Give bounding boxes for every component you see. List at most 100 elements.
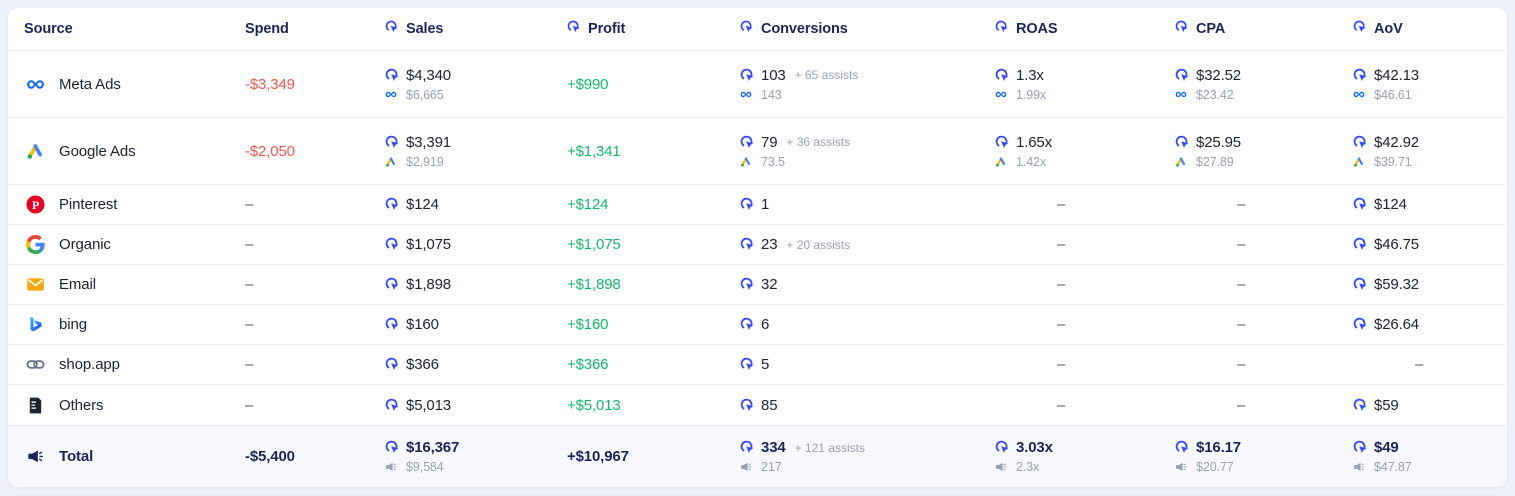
conversions-value: 1: [761, 196, 770, 213]
spend-cell: -$5,400: [245, 448, 385, 465]
column-header-source[interactable]: Source: [24, 21, 245, 37]
table-row[interactable]: Google Ads -$2,050 $3,391 $2,919 +$1,341 79 + …: [8, 118, 1507, 185]
sales-cell: $1,075: [385, 236, 567, 253]
column-header-cpa[interactable]: CPA: [1175, 20, 1353, 38]
cpa-cell: –: [1175, 196, 1353, 213]
conversions-value: 334: [761, 439, 786, 456]
conversions-value: 103: [761, 66, 786, 84]
source-cell: Organic: [24, 235, 245, 254]
profit-cell: +$990: [567, 76, 740, 93]
sales-cell: $4,340 $6,665: [385, 67, 567, 102]
source-cell: Email: [24, 275, 245, 294]
roas-value: 1.65x: [1016, 133, 1052, 151]
conversions-cell: 32: [740, 276, 995, 293]
aov-cell: $42.13 $46.61: [1353, 67, 1495, 102]
pixel-icon: [1175, 440, 1196, 455]
assists-label: + 65 assists: [794, 68, 859, 82]
column-header-conversions[interactable]: Conversions: [740, 20, 995, 38]
aov-value: –: [1415, 356, 1424, 373]
table-row[interactable]: P Pinterest – $124 +$124 1 – – $124: [8, 185, 1507, 225]
profit-cell: +$5,013: [567, 397, 740, 414]
conversions-value: 85: [761, 396, 778, 414]
sales-value: $124: [406, 196, 439, 213]
column-header-spend[interactable]: Spend: [245, 21, 385, 37]
pixel-icon: [1353, 197, 1374, 212]
pixel-icon: [1353, 20, 1367, 38]
roas-cell: –: [995, 276, 1175, 293]
sales-cell: $3,391 $2,919: [385, 134, 567, 169]
cpa-value: –: [1237, 316, 1246, 333]
conversions-cell: 85: [740, 397, 995, 414]
profit-value: +$1,075: [567, 236, 621, 253]
aov-cell: $42.92 $39.71: [1353, 134, 1495, 169]
sales-value: $1,075: [406, 236, 451, 253]
column-header-roas[interactable]: ROAS: [995, 20, 1175, 38]
meta-icon: [24, 79, 46, 90]
sales-value: $1,898: [406, 276, 451, 293]
aov-value: $42.92: [1374, 133, 1419, 151]
cpa-value: –: [1237, 276, 1246, 293]
pinterest-icon: P: [24, 195, 46, 214]
cpa-value: –: [1237, 196, 1246, 213]
roas-cell: –: [995, 397, 1175, 414]
aov-secondary-value: $39.71: [1374, 154, 1412, 169]
profit-cell: +$124: [567, 196, 740, 213]
pixel-icon: [740, 277, 761, 292]
aov-secondary-value: $47.87: [1374, 460, 1412, 474]
pixel-icon: [1353, 277, 1374, 292]
cpa-cell: –: [1175, 236, 1353, 253]
cpa-value: $32.52: [1196, 66, 1241, 84]
conversions-cell: 334 + 121 assists 217: [740, 439, 995, 474]
column-header-aov[interactable]: AoV: [1353, 20, 1495, 38]
pixel-icon: [1353, 68, 1374, 83]
conversions-secondary-value: 217: [761, 460, 782, 474]
bing-icon: [24, 315, 46, 334]
megaphone-icon: [385, 461, 406, 473]
spend-value: –: [245, 236, 254, 253]
spend-value: -$2,050: [245, 142, 295, 160]
pixel-icon: [1353, 440, 1374, 455]
pixel-icon: [385, 317, 406, 332]
table-row[interactable]: Meta Ads -$3,349 $4,340 $6,665 +$990 103 + 65 …: [8, 51, 1507, 118]
table-row[interactable]: Email – $1,898 +$1,898 32 – – $59.32: [8, 265, 1507, 305]
cpa-cell: $25.95 $27.89: [1175, 134, 1353, 169]
meta-icon: [1175, 91, 1196, 98]
spend-value: –: [245, 396, 254, 414]
pixel-icon: [385, 197, 406, 212]
spend-value: -$3,349: [245, 75, 295, 93]
source-label: bing: [59, 316, 87, 333]
google-ads-icon: [995, 156, 1016, 168]
total-row[interactable]: Total -$5,400 $16,367 $9,584 +$10,967 334 + 12…: [8, 425, 1507, 487]
column-header-sales[interactable]: Sales: [385, 20, 567, 38]
conversions-value: 6: [761, 316, 770, 333]
megaphone-icon: [1175, 461, 1196, 473]
profit-value: +$5,013: [567, 396, 621, 414]
spend-cell: –: [245, 397, 385, 414]
megaphone-icon: [1353, 461, 1374, 473]
aov-cell: $49 $47.87: [1353, 439, 1495, 474]
cpa-cell: –: [1175, 276, 1353, 293]
cpa-cell: –: [1175, 356, 1353, 373]
table-row[interactable]: shop.app – $366 +$366 5 – – –: [8, 345, 1507, 385]
column-header-label: CPA: [1196, 21, 1226, 37]
table-footer: Total -$5,400 $16,367 $9,584 +$10,967 334 + 12…: [8, 425, 1507, 487]
conversions-value: 32: [761, 276, 778, 293]
profit-cell: +$366: [567, 356, 740, 373]
table-row[interactable]: Organic – $1,075 +$1,075 23 + 20 assists – – $46…: [8, 225, 1507, 265]
sales-cell: $1,898: [385, 276, 567, 293]
spend-value: –: [245, 316, 254, 333]
google-ads-icon: [385, 156, 406, 168]
conversions-cell: 1: [740, 196, 995, 213]
profit-cell: +$1,341: [567, 143, 740, 160]
conversions-cell: 103 + 65 assists 143: [740, 67, 995, 102]
aov-cell: $124: [1353, 196, 1495, 213]
table-row[interactable]: Others – $5,013 +$5,013 85 – – $59: [8, 385, 1507, 425]
column-header-profit[interactable]: Profit: [567, 20, 740, 38]
table-row[interactable]: bing – $160 +$160 6 – – $26.64: [8, 305, 1507, 345]
spend-cell: -$2,050: [245, 143, 385, 160]
spend-cell: –: [245, 316, 385, 333]
spend-value: –: [245, 356, 254, 373]
aov-cell: $59: [1353, 397, 1495, 414]
conversions-value: 5: [761, 356, 770, 373]
sales-value: $16,367: [406, 439, 460, 456]
